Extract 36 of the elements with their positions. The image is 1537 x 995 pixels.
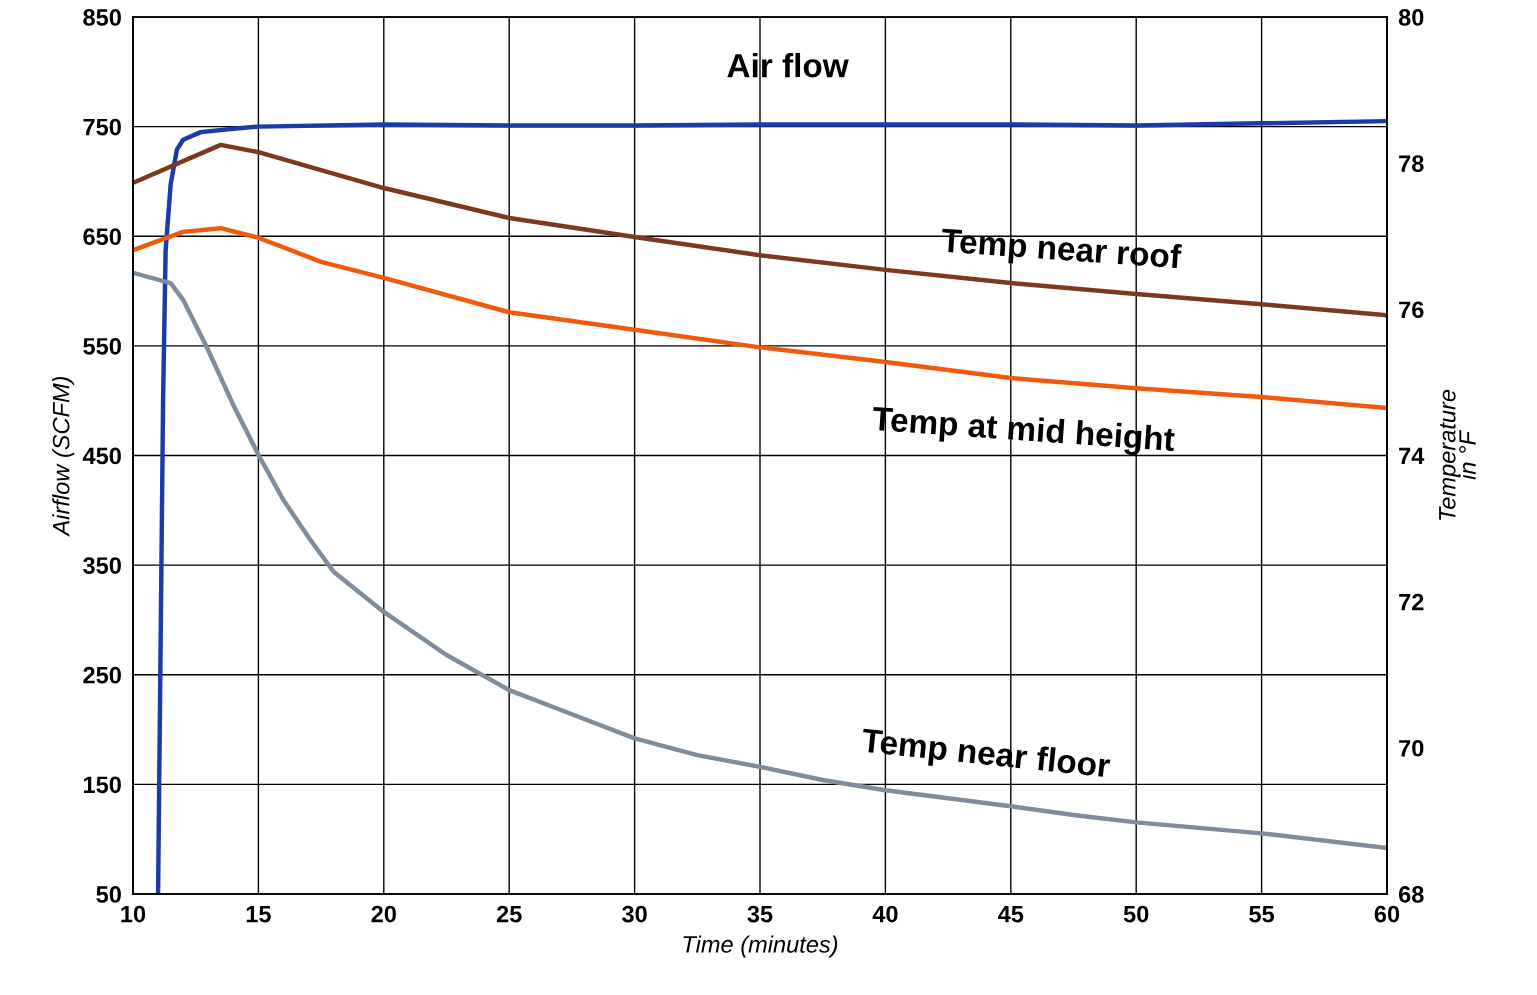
series-label: Temp near roof	[940, 227, 1182, 276]
y2-axis-title: Temperature in °F	[1439, 389, 1476, 520]
series-label: Temp at mid height	[871, 405, 1176, 458]
line-series	[155, 118, 1387, 894]
y2-tick-label: 76	[1399, 301, 1424, 319]
x-tick-label: 40	[872, 905, 898, 923]
y-tick-label: 350	[83, 557, 121, 574]
x-tick-label: 60	[1374, 905, 1400, 923]
y-tick-label: 150	[83, 776, 121, 794]
x-tick-label: 45	[998, 905, 1024, 923]
x-tick-label: 15	[246, 905, 271, 923]
x-axis-title: Time (minutes)	[683, 935, 838, 958]
y-tick-label: 650	[83, 228, 121, 246]
y-tick-label: 550	[83, 337, 121, 355]
x-tick-label: 30	[622, 905, 647, 923]
x-tick-label: 25	[496, 905, 522, 923]
x-tick-label: 20	[371, 905, 396, 923]
y-axis-title: Airflow (SCFM)	[52, 376, 75, 537]
y-tick-label: 850	[83, 9, 121, 26]
line-series	[133, 142, 1387, 318]
y-tick-label: 450	[82, 447, 121, 465]
line-series	[133, 270, 1387, 851]
x-tick-label: 10	[121, 905, 146, 923]
y-tick-label: 50	[96, 886, 121, 903]
y-tick-label: 250	[83, 666, 121, 684]
y2-tick-label: 70	[1399, 739, 1424, 757]
y2-tick-label: 74	[1399, 447, 1425, 465]
y2-tick-label: 68	[1398, 886, 1424, 903]
y2-tick-label: 78	[1399, 155, 1424, 172]
text: Temp near floor	[860, 727, 1111, 785]
y2-tick-label: 72	[1399, 593, 1424, 611]
x-tick-label: 55	[1249, 905, 1275, 923]
y-tick-label: 750	[83, 118, 121, 136]
x-tick-label: 35	[747, 905, 773, 923]
y2-tick-label: 80	[1398, 9, 1424, 26]
x-tick-label: 50	[1123, 905, 1149, 923]
